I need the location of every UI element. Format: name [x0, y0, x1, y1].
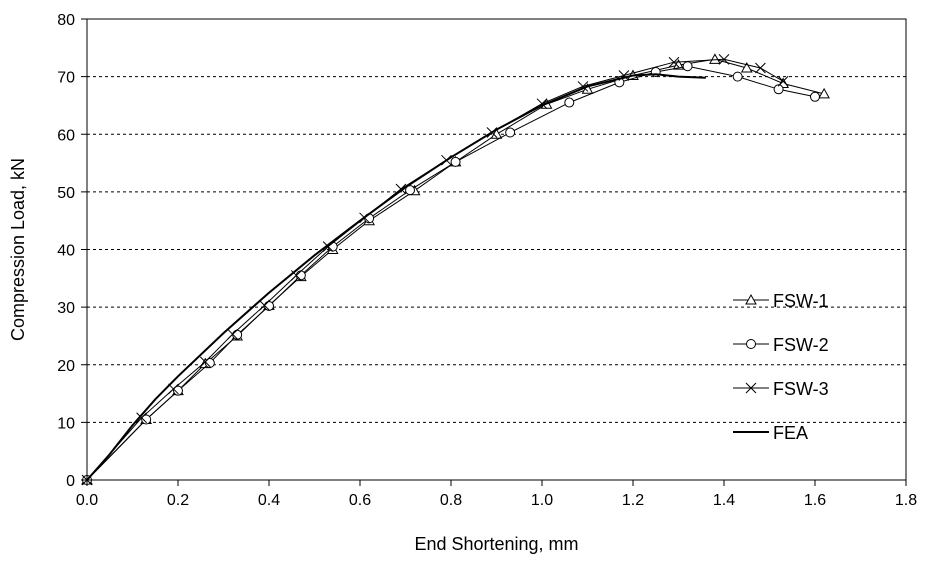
y-axis-title: Compression Load, kN — [8, 158, 28, 341]
axis-ticks: 0 10 20 30 40 50 60 70 80 0.0 0.2 0.4 0.6 0.8 1.0 1.2 1.… — [57, 12, 917, 509]
series-fsw-2 — [82, 61, 820, 485]
y-tick-label: 70 — [57, 70, 75, 87]
data-point-fsw-2 — [732, 71, 743, 82]
data-point-fsw-2 — [405, 185, 416, 196]
series-line-fsw-2 — [86, 65, 816, 481]
data-point-fsw-2 — [232, 329, 243, 340]
x-tick-label: 0.8 — [440, 492, 462, 509]
y-tick-label: 40 — [57, 243, 75, 260]
x-axis-title: End Shortening, mm — [414, 534, 578, 554]
data-point-fsw-1 — [818, 87, 830, 99]
y-tick-label: 10 — [57, 415, 75, 432]
data-point-fsw-2 — [295, 270, 306, 281]
x-tick-label: 0.4 — [258, 492, 280, 509]
x-tick-label: 0.2 — [167, 492, 189, 509]
series-fsw-3 — [81, 53, 789, 486]
data-point-fsw-3 — [199, 356, 211, 368]
series-line-fea — [86, 73, 706, 481]
y-tick-label: 30 — [57, 300, 75, 317]
data-point-fsw-2 — [141, 414, 152, 425]
series-line-fsw-3 — [86, 58, 784, 481]
data-point-fsw-2 — [264, 300, 274, 311]
series-fea — [86, 73, 706, 481]
data-point-fsw-3 — [777, 75, 789, 87]
data-point-fsw-3 — [136, 412, 147, 424]
data-point-fsw-2 — [810, 91, 820, 102]
y-tick-label: 0 — [66, 473, 75, 490]
legend-label-fsw-3: FSW-3 — [773, 379, 829, 399]
plot-series — [81, 53, 830, 486]
data-point-fsw-3 — [755, 62, 766, 74]
y-tick-label: 60 — [57, 127, 75, 144]
legend-marker-fsw-1 — [745, 293, 757, 305]
x-tick-label: 1.8 — [895, 492, 917, 509]
x-tick-label: 0.6 — [349, 492, 371, 509]
x-tick-label: 1.4 — [713, 492, 735, 509]
data-point-fsw-1 — [490, 128, 503, 139]
x-tick-label: 1.2 — [622, 492, 644, 509]
data-point-fsw-1 — [740, 61, 753, 73]
x-tick-label: 0.0 — [76, 492, 98, 509]
data-point-fsw-3 — [227, 328, 238, 340]
legend-label-fea: FEA — [773, 423, 808, 443]
y-tick-label: 20 — [57, 358, 75, 375]
data-point-fsw-1 — [709, 53, 721, 64]
legend-marker-fsw-2 — [746, 339, 756, 349]
series-line-fsw-1 — [86, 58, 825, 481]
y-tick-label: 50 — [57, 185, 75, 202]
data-point-fsw-2 — [505, 127, 516, 138]
data-point-fsw-2 — [450, 156, 461, 167]
x-tick-label: 1.0 — [531, 492, 553, 509]
y-tick-label: 80 — [57, 12, 75, 29]
data-point-fsw-3 — [259, 300, 270, 311]
data-point-fsw-3 — [668, 56, 680, 68]
legend: FSW-1 FSW-2 FSW-3 FEA — [733, 291, 829, 443]
series-fsw-1 — [81, 53, 830, 485]
legend-label-fsw-1: FSW-1 — [773, 291, 829, 311]
data-point-fsw-2 — [682, 61, 693, 72]
legend-label-fsw-2: FSW-2 — [773, 335, 829, 355]
legend-marker-fsw-3 — [745, 382, 757, 394]
data-point-fsw-2 — [204, 358, 215, 369]
data-point-fsw-3 — [718, 53, 730, 65]
data-point-fsw-2 — [173, 385, 183, 396]
data-point-fsw-2 — [773, 84, 784, 95]
x-tick-label: 1.6 — [804, 492, 826, 509]
data-point-fsw-2 — [564, 97, 575, 108]
